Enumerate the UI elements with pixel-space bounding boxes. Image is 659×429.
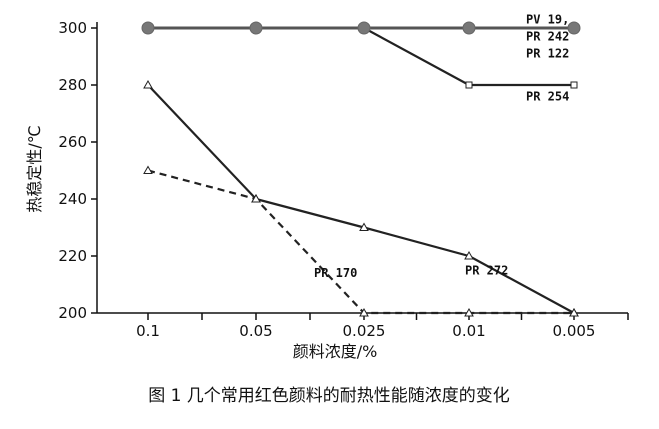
- plot-area: 200 220 240 260 280 300 0.1 0.05 0.025 0.01 0.005 P…: [58, 12, 629, 340]
- data-point: [570, 81, 578, 89]
- x-tick-label: 0.1: [136, 322, 160, 340]
- data-point: [143, 79, 153, 89]
- data-point: [464, 250, 474, 260]
- data-point: [359, 222, 369, 231]
- series-annotation: PR 254: [526, 89, 569, 103]
- data-point: [462, 21, 476, 35]
- x-tick-label: 0.025: [343, 322, 386, 340]
- figure-caption: 图 1 几个常用红色颜料的耐热性能随浓度的变化: [148, 386, 510, 406]
- series-annotation: PR 242: [526, 30, 569, 44]
- data-point: [249, 21, 263, 35]
- x-tick-label: 0.05: [239, 322, 272, 340]
- x-tick-label: 0.01: [452, 322, 485, 340]
- y-tick-label: 200: [58, 304, 87, 322]
- y-tick-label: 260: [58, 133, 87, 151]
- series-annotation: PR 272: [465, 263, 508, 277]
- y-tick-label: 280: [58, 76, 87, 94]
- y-tick-label: 240: [58, 190, 87, 208]
- x-axis-title: 颜料浓度/%: [293, 342, 378, 361]
- data-point: [143, 165, 153, 174]
- y-tick-label: 300: [58, 19, 87, 37]
- data-point: [141, 21, 155, 35]
- data-point: [569, 307, 579, 317]
- data-point: [464, 307, 474, 317]
- y-axis-title: 热稳定性/℃: [25, 125, 44, 212]
- data-point: [359, 307, 369, 317]
- x-tick-label: 0.005: [553, 322, 596, 340]
- series-annotation: PR 170: [314, 266, 357, 280]
- data-point: [357, 21, 371, 35]
- series-annotation: PV 19,: [526, 12, 569, 26]
- series-line: [147, 84, 575, 314]
- data-point: [567, 21, 581, 35]
- y-tick-label: 220: [58, 247, 87, 265]
- series-annotation: PR 122: [526, 47, 569, 61]
- data-point: [251, 193, 261, 203]
- series-line: [147, 169, 574, 315]
- data-point: [465, 81, 473, 89]
